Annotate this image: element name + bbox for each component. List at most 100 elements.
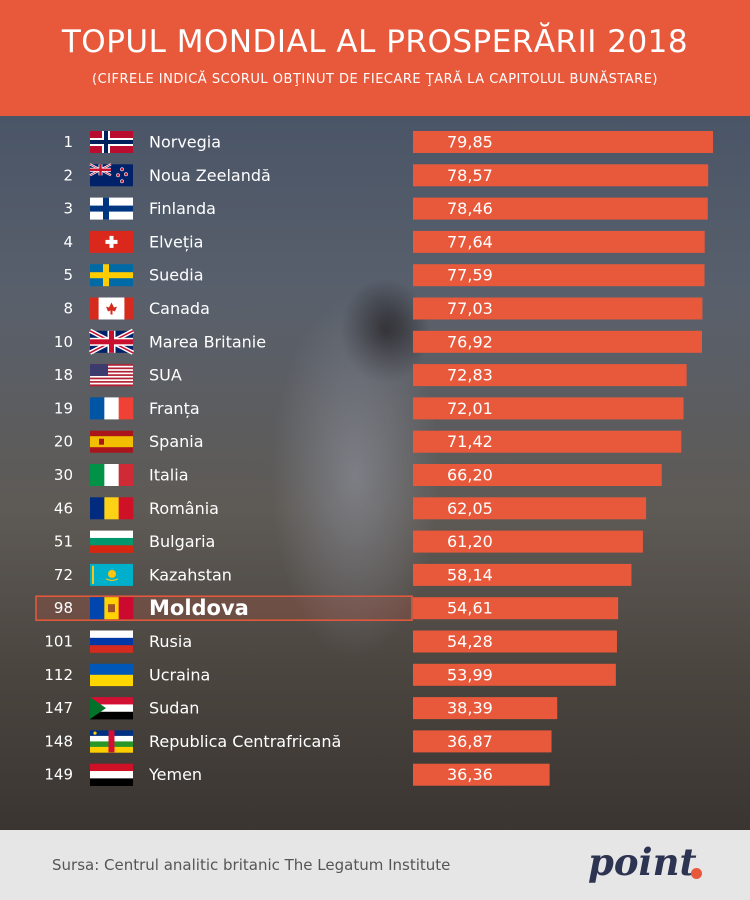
rank-label: 30 [54,466,73,484]
italy-flag-icon [90,464,134,486]
new-zealand-flag-icon [89,163,133,187]
country-label: Kazahstan [149,565,232,584]
country-label: Yemen [148,765,202,784]
score-label: 72,01 [447,399,493,418]
score-bar [413,164,709,187]
score-bar [413,330,702,353]
score-label: 38,39 [447,699,493,718]
score-bar [413,597,619,620]
country-label: Marea Britanie [149,332,266,351]
score-label: 71,42 [447,432,493,451]
country-label: Franța [149,399,200,418]
score-label: 78,46 [447,199,493,218]
rank-label: 112 [44,666,73,684]
sudan-flag-icon [90,697,133,720]
country-label: Spania [149,432,204,451]
score-bar [413,763,550,786]
point-logo: point [588,838,708,894]
rank-label: 98 [54,599,73,617]
rank-label: 2 [63,166,73,184]
score-label: 78,57 [447,166,493,185]
score-label: 79,85 [447,133,493,152]
russia-flag-icon [90,630,133,653]
score-label: 36,87 [447,732,493,751]
kazakhstan-flag-icon [90,563,133,586]
country-label: Suedia [149,266,204,285]
score-label: 54,61 [447,599,493,618]
score-bar [413,364,687,387]
score-bar [413,397,684,420]
score-bar [413,297,703,320]
country-label: Norvegia [149,133,221,152]
page-subtitle: (CIFRELE INDICĂ SCORUL OBŢINUT DE FIECAR… [92,72,658,87]
rank-label: 101 [44,633,73,651]
score-label: 66,20 [447,466,493,485]
logo-dot [691,868,702,879]
rank-label: 18 [54,366,73,384]
score-label: 61,20 [447,532,493,551]
bulgaria-flag-icon [90,530,133,553]
rank-label: 72 [54,566,73,584]
country-label: Republica Centrafricană [149,732,341,751]
country-label: Noua Zeelandă [149,166,271,185]
canada-flag-icon [90,297,134,320]
score-label: 72,83 [447,366,493,385]
norway-flag-icon [90,131,133,153]
score-bar [413,530,643,553]
header-banner: TOPUL MONDIAL AL PROSPERĂRII 2018 (CIFRE… [0,0,750,116]
rank-label: 51 [54,533,73,551]
country-label: Italia [149,466,189,485]
country-label: SUA [149,366,182,385]
score-label: 76,92 [447,332,493,351]
footer: Sursa: Centrul analitic britanic The Leg… [0,830,750,900]
romania-flag-icon [90,497,134,520]
france-flag-icon [90,397,134,420]
score-label: 53,99 [447,665,493,684]
sweden-flag-icon [90,264,133,287]
country-label: Finlanda [149,199,216,218]
rank-label: 8 [63,300,73,318]
score-label: 62,05 [447,499,493,518]
score-bar [413,663,616,686]
rank-label: 149 [44,766,73,784]
score-bar [413,264,705,287]
score-label: 54,28 [447,632,493,651]
score-bar [413,230,705,253]
ranking-bar-chart: 1 Norvegia 79,85 2 Noua Zeelandă 78,57 3 Finlan… [35,131,713,786]
score-bar [413,730,552,753]
score-label: 77,64 [447,232,493,251]
rank-label: 4 [63,233,73,251]
moldova-flag-icon [90,597,134,620]
score-label: 36,36 [447,765,493,784]
score-bar [413,697,558,720]
country-label: Bulgaria [149,532,215,551]
rank-label: 20 [54,433,73,451]
spain-flag-icon [90,430,133,453]
country-label: Moldova [149,596,249,620]
page-title: TOPUL MONDIAL AL PROSPERĂRII 2018 [61,24,689,60]
rank-label: 5 [63,266,73,284]
score-bar [413,197,708,220]
ukraine-flag-icon [90,663,133,687]
score-bar [413,430,682,453]
finland-flag-icon [90,197,133,220]
rank-label: 147 [44,699,73,717]
score-bar [413,131,713,153]
rank-label: 10 [54,333,73,351]
country-label: Elveția [149,232,203,251]
country-label: Ucraina [149,665,210,684]
score-label: 58,14 [447,565,493,584]
score-bar [413,630,617,653]
source-text: Sursa: Centrul analitic britanic The Leg… [52,856,451,874]
usa-flag-icon [90,364,133,387]
country-label: Rusia [149,632,192,651]
score-bar [413,497,647,520]
score-bar [413,464,662,486]
score-label: 77,03 [447,299,493,318]
rank-label: 148 [44,732,73,750]
uk-flag-icon [88,328,135,355]
score-bar [413,563,632,586]
rank-label: 46 [54,499,73,517]
rank-label: 19 [54,399,73,417]
logo-text: point [588,840,697,884]
